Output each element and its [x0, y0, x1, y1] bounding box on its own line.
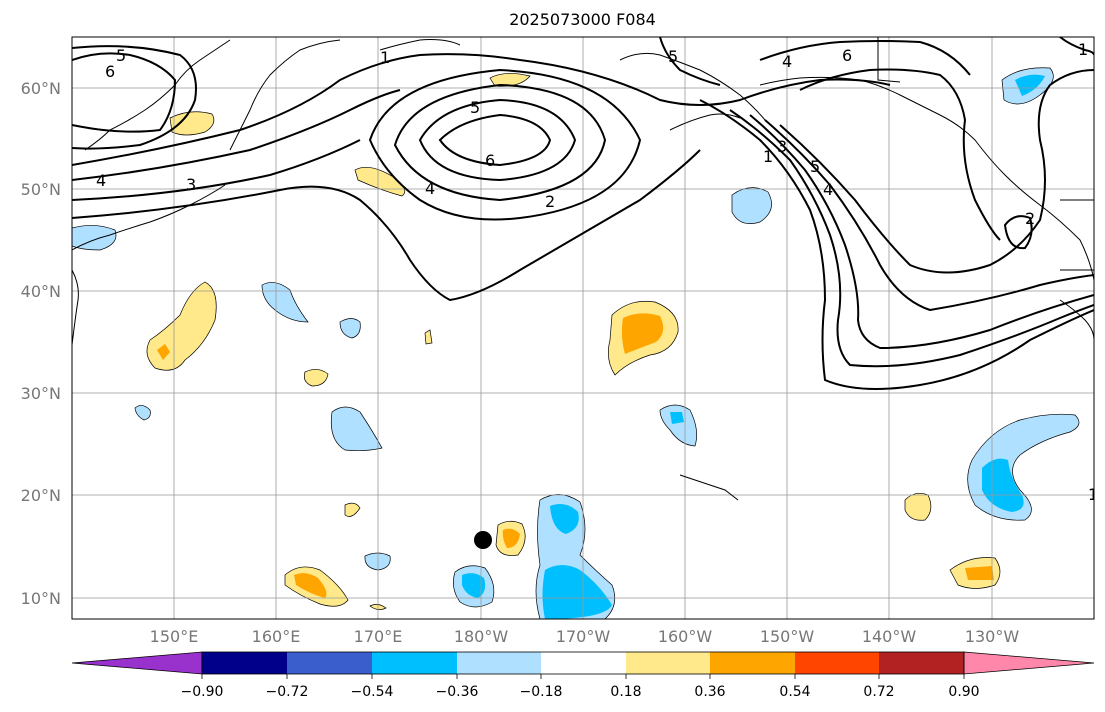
lon-label: 170°W [556, 627, 611, 646]
lat-label: 30°N [21, 384, 61, 403]
colorbar-tick-label: −0.54 [351, 684, 394, 700]
graticule [72, 37, 1094, 619]
lon-label: 130°W [965, 627, 1020, 646]
contour-label: 1 [380, 48, 390, 67]
colorbar-tick-label: 0.90 [948, 684, 979, 700]
anomaly-shading [72, 67, 1080, 619]
lat-label: 10°N [21, 589, 61, 608]
lat-label: 50°N [21, 180, 61, 199]
colorbar-segment [626, 652, 710, 674]
contour-label: 1 [1078, 40, 1088, 59]
colorbar-tick-label: 0.72 [863, 684, 894, 700]
lon-label: 180°W [454, 627, 509, 646]
contour-label: 1 [763, 147, 773, 166]
contour-label: 5 [470, 98, 480, 117]
contour-label: 4 [782, 52, 792, 71]
colorbar-segment [202, 652, 287, 674]
lat-label: 20°N [21, 486, 61, 505]
colorbar-segment [879, 652, 964, 674]
contour-label: 6 [485, 151, 495, 170]
colorbar-tick-label: −0.72 [266, 684, 309, 700]
map-title: 2025073000 F084 [509, 10, 656, 29]
contour-label: 5 [116, 46, 126, 65]
lon-label: 150°E [150, 627, 199, 646]
colorbar-extend-max [963, 651, 1095, 675]
lon-axis: 150°E 160°E 170°E 180°W 170°W 160°W 150°… [150, 627, 1020, 646]
colorbar-extend-min [71, 651, 203, 675]
contour-label: 5 [810, 157, 820, 176]
contour-label: 2 [1025, 209, 1035, 228]
contour-label: 5 [668, 47, 678, 66]
colorbar-tick-label: −0.90 [181, 684, 224, 700]
colorbar-segment [710, 652, 795, 674]
lon-label: 170°E [354, 627, 403, 646]
contour-label: 6 [105, 62, 115, 81]
colorbar-tick-label: 0.36 [694, 684, 725, 700]
contour-label: 3 [777, 137, 787, 156]
contour-lines [72, 37, 1094, 390]
lon-label: 160°W [658, 627, 713, 646]
lon-label: 140°W [862, 627, 917, 646]
colorbar-segment [457, 652, 541, 674]
lon-label: 160°E [252, 627, 301, 646]
colorbar-segment [541, 652, 626, 674]
colorbar-tick-label: 0.54 [779, 684, 810, 700]
map-plot: 5 6 1 4 6 5 6 4 3 4 2 1 3 5 4 2 1 1 5 [72, 37, 1098, 619]
lat-axis: 60°N 50°N 40°N 30°N 20°N 10°N [21, 79, 61, 608]
contour-label: 4 [96, 171, 106, 190]
contour-label: 3 [186, 175, 196, 194]
location-marker [474, 531, 492, 549]
colorbar: −0.90 −0.72 −0.54 −0.36 −0.18 0.18 0.36 … [71, 651, 1095, 700]
contour-label: 2 [545, 192, 555, 211]
colorbar-segment [372, 652, 457, 674]
contour-label-group: 5 6 1 4 6 5 6 4 3 4 2 1 3 5 4 2 1 1 5 [96, 40, 1098, 504]
lat-label: 40°N [21, 282, 61, 301]
colorbar-segment [287, 652, 372, 674]
contour-label: 6 [842, 46, 852, 65]
colorbar-tick-label: −0.36 [436, 684, 479, 700]
colorbar-segment [795, 652, 879, 674]
map-frame [71, 36, 1095, 620]
lat-label: 60°N [21, 79, 61, 98]
lon-label: 150°W [760, 627, 815, 646]
contour-label: 1 [1088, 485, 1098, 504]
colorbar-tick-label: −0.18 [520, 684, 563, 700]
colorbar-tick-label: 0.18 [610, 684, 641, 700]
contour-label: 4 [425, 179, 435, 198]
contour-label: 4 [823, 180, 833, 199]
